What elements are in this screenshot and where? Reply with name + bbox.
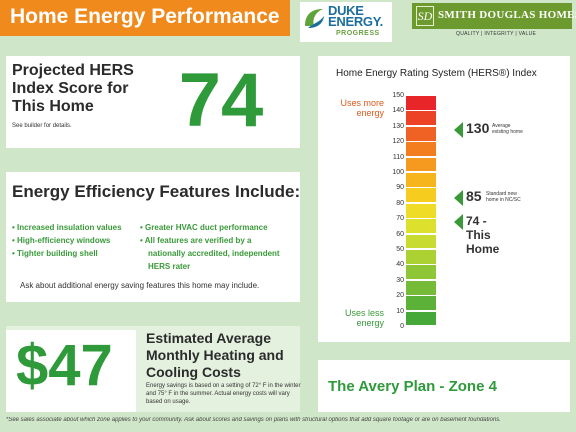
hers-tick-label: 30	[396, 276, 404, 284]
features-box: Increased insulation values High-efficie…	[6, 209, 300, 301]
features-title: Energy Efficiency Features Include:	[12, 182, 301, 201]
hers-scale-segment	[406, 280, 436, 295]
hers-tick-label: 140	[392, 107, 404, 115]
hers-scale-segment	[406, 219, 436, 234]
hers-tick-label: 90	[396, 184, 404, 192]
feature-item: All features are verified by a	[140, 234, 280, 247]
marker-standard-value: 85	[466, 188, 482, 204]
hers-tick-label: 150	[392, 92, 404, 99]
hers-tick-label: 60	[396, 230, 404, 238]
cost-title-line: Estimated Average	[146, 330, 272, 346]
feature-item: Tighter building shell	[12, 247, 122, 260]
marker-label-line: Standard new	[486, 191, 517, 197]
duke-line1: DUKE	[328, 3, 364, 18]
page-title: Home Energy Performance	[10, 5, 280, 28]
features-ask: Ask about additional energy saving featu…	[20, 281, 260, 290]
hers-scale-segment	[406, 234, 436, 249]
feature-item: High-efficiency windows	[12, 234, 122, 247]
hers-tick-label: 100	[392, 169, 404, 176]
feature-item-cont: HERS rater	[148, 262, 191, 271]
smith-douglas-badge: SD SMITH DOUGLAS HOMES	[412, 3, 576, 29]
features-col2: Greater HVAC duct performance All featur…	[140, 221, 280, 273]
marker-label-line: existing home	[492, 129, 523, 135]
cost-value-box: $47	[6, 330, 136, 412]
hers-title-line: Projected HERS	[12, 62, 134, 79]
uses-more-line: energy	[356, 108, 384, 118]
marker-existing-value: 130	[466, 120, 490, 136]
hers-score-value: 74	[178, 58, 264, 143]
feature-item: Greater HVAC duct performance	[140, 221, 280, 234]
marker-label-line: home in NC/SC	[486, 197, 521, 203]
hers-index-title: Home Energy Rating System (HERS®) Index	[336, 68, 537, 79]
cost-value: $47	[16, 333, 113, 398]
duke-line3: PROGRESS	[336, 30, 380, 37]
cost-title: Estimated Average Monthly Heating and Co…	[146, 330, 284, 381]
marker-this-home-label: 74 - This Home	[466, 214, 500, 256]
hers-scale-segment	[406, 188, 436, 203]
hers-score-title: Projected HERS Index Score for This Home	[12, 62, 134, 116]
hers-tick-label: 70	[396, 215, 404, 223]
hers-scale-segment	[406, 142, 436, 157]
uses-less-label: Uses less energy	[332, 308, 384, 328]
feature-item: Increased insulation values	[12, 221, 121, 234]
hers-scale-segment	[406, 250, 436, 264]
hers-score-panel	[6, 56, 300, 148]
hers-tick-label: 0	[400, 323, 404, 330]
uses-less-line: Uses less	[344, 308, 384, 318]
hers-tick-label: 50	[396, 246, 404, 253]
plan-label: The Avery Plan - Zone 4	[328, 378, 497, 395]
uses-more-label: Uses more energy	[332, 98, 384, 118]
hers-scale-segment	[406, 296, 436, 311]
hers-tick-label: 120	[392, 138, 404, 146]
hers-tick-label: 130	[392, 122, 404, 130]
marker-standard-label: Standard new home in NC/SC	[486, 191, 521, 203]
footnote: *See sales associate about which zone ap…	[6, 417, 501, 423]
cost-title-line: Cooling Costs	[146, 364, 241, 380]
duke-line2: ENERGY.	[328, 14, 383, 29]
duke-energy-logo: DUKE ENERGY. PROGRESS	[300, 2, 392, 42]
sd-monogram-icon: SD	[416, 6, 434, 26]
hers-scale-segment	[406, 311, 436, 326]
hers-title-line: Index Score for	[12, 80, 129, 97]
marker-label-line: Average	[492, 123, 511, 129]
smith-douglas-logo: SD SMITH DOUGLAS HOMES QUALITY | INTEGRI…	[412, 3, 576, 39]
uses-more-line: Uses more	[340, 98, 384, 108]
hers-title-line: This Home	[12, 98, 94, 115]
hers-scale-segment	[406, 96, 436, 110]
feature-item-cont: nationally accredited, independent	[148, 249, 280, 258]
duke-energy-mark-icon	[305, 9, 324, 28]
hers-scale-segment	[406, 111, 436, 126]
hers-tick-label: 40	[396, 261, 404, 269]
features-col1: Increased insulation values High-efficie…	[12, 221, 122, 260]
header-bar	[0, 0, 290, 36]
hers-tick-label: 110	[392, 153, 404, 161]
uses-less-line: energy	[356, 318, 384, 328]
hers-tick-label: 20	[396, 292, 404, 300]
smith-douglas-name: SMITH DOUGLAS HOMES	[438, 9, 576, 21]
plan-panel: The Avery Plan - Zone 4	[318, 360, 570, 412]
cost-title-line: Monthly Heating and	[146, 347, 284, 363]
hers-tick-label: 80	[396, 199, 404, 207]
marker-arrow-icon	[454, 214, 463, 230]
hers-tick-label: 10	[396, 307, 404, 315]
cost-note: Energy savings is based on a setting of …	[146, 383, 301, 405]
hers-index-panel: Home Energy Rating System (HERS®) Index …	[318, 56, 570, 342]
hers-scale-segment	[406, 126, 436, 141]
hers-scale-segment	[406, 203, 436, 218]
hers-scale-segment	[406, 265, 436, 280]
marker-arrow-icon	[454, 190, 463, 206]
marker-arrow-icon	[454, 122, 463, 138]
marker-existing-label: Average existing home	[492, 123, 523, 135]
hers-scale-segment	[406, 173, 436, 187]
hers-scale-segment	[406, 157, 436, 172]
smith-douglas-tagline: QUALITY | INTEGRITY | VALUE	[456, 31, 537, 37]
hers-score-note: See builder for details.	[12, 123, 72, 129]
